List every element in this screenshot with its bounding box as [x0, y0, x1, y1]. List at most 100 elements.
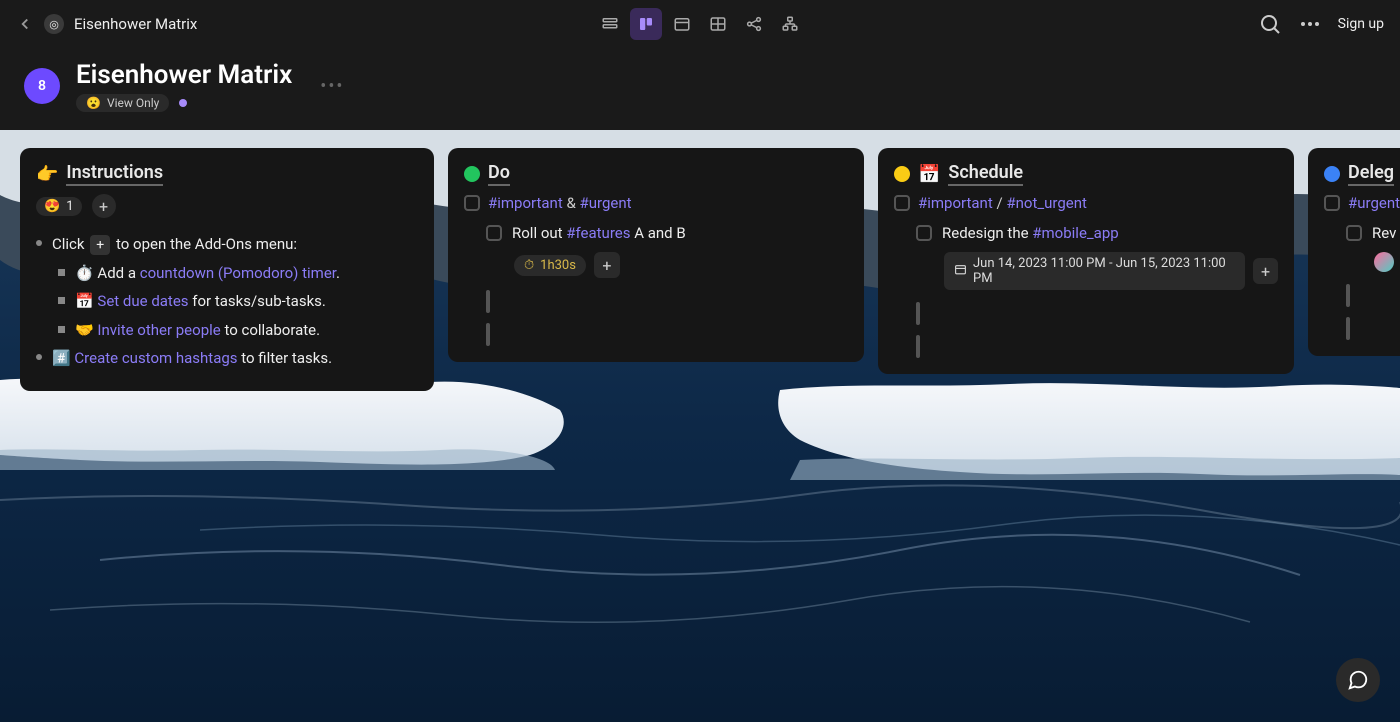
- checkbox[interactable]: [486, 323, 490, 346]
- bullet-icon: [58, 269, 65, 276]
- empty-task[interactable]: [486, 292, 848, 311]
- view-board-icon[interactable]: [630, 8, 662, 40]
- add-reaction-button[interactable]: +: [92, 194, 116, 218]
- tag-text: #important & #urgent: [488, 194, 632, 212]
- emoji: 🤝: [75, 321, 94, 339]
- bullet-icon: [58, 326, 65, 333]
- column-header[interactable]: 👉 Instructions: [36, 162, 418, 186]
- checkbox[interactable]: [916, 302, 920, 325]
- checkbox[interactable]: [894, 195, 910, 211]
- column-title: Instructions: [66, 162, 163, 186]
- text: .: [336, 264, 340, 282]
- assignee-avatar[interactable]: [1374, 252, 1394, 272]
- link[interactable]: Create custom hashtags: [74, 349, 237, 367]
- checkbox[interactable]: [486, 290, 490, 313]
- view-only-emoji: 😮: [86, 96, 101, 110]
- empty-task[interactable]: [916, 304, 1278, 323]
- column-header[interactable]: 📅 Schedule: [894, 162, 1278, 186]
- text: Click: [52, 235, 85, 253]
- reaction-pill[interactable]: 😍 1: [36, 197, 82, 216]
- checkbox[interactable]: [1346, 317, 1350, 340]
- task-row[interactable]: Redesign the #mobile_app: [916, 224, 1278, 242]
- back-button[interactable]: [16, 15, 34, 33]
- bullet-icon: [36, 354, 42, 360]
- add-meta-button[interactable]: +: [1253, 258, 1278, 284]
- checkbox[interactable]: [1324, 195, 1340, 211]
- breadcrumb[interactable]: Eisenhower Matrix: [74, 15, 197, 33]
- search-icon[interactable]: [1258, 12, 1282, 36]
- task-meta: ⏱ 1h30s +: [514, 252, 848, 278]
- hashtag[interactable]: #important: [488, 194, 563, 212]
- view-list-icon[interactable]: [594, 8, 626, 40]
- text: Roll out: [512, 224, 566, 242]
- text: for tasks/sub-tasks.: [189, 292, 326, 310]
- column-title: Schedule: [948, 162, 1023, 186]
- add-meta-button[interactable]: +: [594, 252, 620, 278]
- link[interactable]: countdown (Pomodoro) timer: [140, 264, 336, 282]
- page-header: 8 Eisenhower Matrix 😮 View Only •••: [0, 48, 1400, 128]
- view-share-icon[interactable]: [738, 8, 770, 40]
- empty-task[interactable]: [1346, 286, 1400, 305]
- emoji: ⏱️: [75, 264, 94, 282]
- column-schedule: 📅 Schedule #important / #not_urgent Rede…: [878, 148, 1294, 374]
- task-meta: Jun 14, 2023 11:00 PM - Jun 15, 2023 11:…: [944, 252, 1278, 290]
- empty-task[interactable]: [1346, 319, 1400, 338]
- empty-task[interactable]: [486, 325, 848, 344]
- status-dot-icon: [464, 166, 480, 182]
- view-org-icon[interactable]: [774, 8, 806, 40]
- separator: /: [996, 194, 1002, 212]
- checkbox[interactable]: [916, 225, 932, 241]
- task-row[interactable]: Rev: [1346, 224, 1400, 242]
- status-dot: [179, 99, 187, 107]
- workspace-icon[interactable]: ◎: [44, 14, 64, 34]
- link[interactable]: Set due dates: [97, 292, 188, 310]
- hashtag[interactable]: #features: [566, 224, 630, 242]
- column-title: Do: [488, 162, 510, 186]
- view-table-icon[interactable]: [702, 8, 734, 40]
- text: Add a: [97, 264, 139, 282]
- page-title[interactable]: Eisenhower Matrix: [76, 60, 292, 90]
- checkbox[interactable]: [1346, 225, 1362, 241]
- checkbox[interactable]: [464, 195, 480, 211]
- hashtag[interactable]: #urgent: [580, 194, 632, 212]
- reaction-emoji: 😍: [44, 199, 60, 214]
- task-text: Redesign the #mobile_app: [942, 224, 1119, 242]
- checkbox[interactable]: [1346, 284, 1350, 307]
- calendar-emoji: 📅: [918, 164, 940, 185]
- checkbox[interactable]: [486, 225, 502, 241]
- calendar-icon: [954, 263, 967, 280]
- signup-link[interactable]: Sign up: [1338, 16, 1384, 32]
- tag-line: #urgent: [1324, 194, 1400, 212]
- reaction-count: 1: [66, 199, 73, 214]
- task-row[interactable]: Roll out #features A and B: [486, 224, 848, 242]
- list-item: #️⃣ Create custom hashtags to filter tas…: [36, 344, 418, 373]
- column-header[interactable]: Do: [464, 162, 848, 186]
- timer-pill[interactable]: ⏱ 1h30s: [514, 255, 586, 276]
- checkbox[interactable]: [916, 335, 920, 358]
- emoji: 📅: [75, 292, 94, 310]
- link[interactable]: Invite other people: [97, 321, 220, 339]
- tag-line: #important / #not_urgent: [894, 194, 1278, 212]
- topbar-left: ◎ Eisenhower Matrix: [16, 14, 197, 34]
- header-text: Eisenhower Matrix 😮 View Only: [76, 60, 292, 112]
- hashtag[interactable]: #not_urgent: [1006, 194, 1087, 212]
- hashtag[interactable]: #important: [918, 194, 993, 212]
- empty-task[interactable]: [916, 337, 1278, 356]
- date-pill[interactable]: Jun 14, 2023 11:00 PM - Jun 15, 2023 11:…: [944, 252, 1245, 290]
- column-delegate: Deleg #urgent Rev: [1308, 148, 1400, 356]
- more-icon[interactable]: [1298, 12, 1322, 36]
- separator: &: [566, 194, 575, 212]
- bullet-icon: [36, 240, 42, 246]
- chat-button[interactable]: [1336, 658, 1380, 702]
- instructions-list: Click + to open the Add-Ons menu: ⏱️ Add…: [36, 230, 418, 373]
- text: to open the Add-Ons menu:: [116, 235, 297, 253]
- list-text: ⏱️ Add a countdown (Pomodoro) timer.: [75, 259, 340, 288]
- avatar[interactable]: 8: [24, 68, 60, 104]
- list-text: #️⃣ Create custom hashtags to filter tas…: [52, 344, 332, 373]
- header-more-icon[interactable]: •••: [320, 76, 344, 97]
- view-calendar-icon[interactable]: [666, 8, 698, 40]
- text: A and B: [630, 224, 685, 242]
- hashtag[interactable]: #urgent: [1348, 194, 1400, 212]
- hashtag[interactable]: #mobile_app: [1032, 224, 1118, 242]
- column-header[interactable]: Deleg: [1324, 162, 1400, 186]
